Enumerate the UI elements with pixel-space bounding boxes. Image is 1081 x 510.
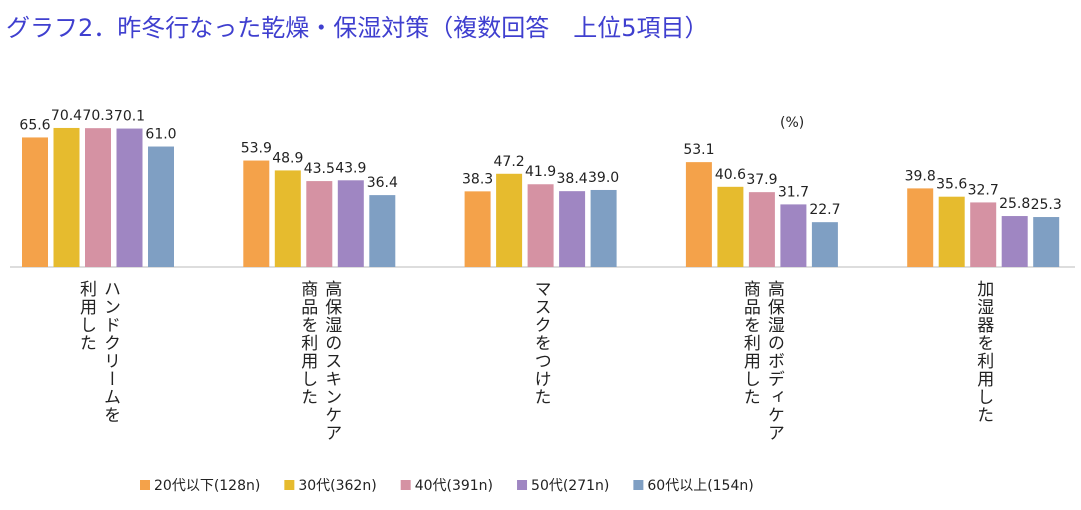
data-label: 37.9	[746, 172, 777, 188]
data-label: 22.7	[809, 202, 840, 218]
bar	[148, 146, 174, 267]
legend-swatch	[517, 480, 528, 490]
data-label: 48.9	[272, 150, 303, 166]
legend-label: 40代(391n)	[415, 478, 493, 494]
unit-label: (%)	[780, 115, 804, 131]
bar	[496, 173, 523, 267]
bar	[748, 192, 775, 267]
data-label: 25.3	[1031, 197, 1062, 213]
data-label: 65.6	[19, 117, 50, 133]
legend-label: 60代以上(154n)	[647, 478, 753, 494]
bar	[337, 180, 364, 267]
bar	[116, 128, 143, 267]
bar	[369, 195, 396, 267]
bar	[970, 202, 997, 267]
legend-label: 30代(362n)	[298, 478, 376, 494]
data-label: 43.9	[335, 160, 366, 176]
bar	[1001, 216, 1028, 267]
data-label: 36.4	[367, 175, 398, 191]
category-label: 高保湿のボディケア 商品を利用した	[739, 280, 784, 442]
data-label: 38.4	[557, 171, 588, 187]
bar	[590, 189, 617, 267]
chart-title: グラフ2．昨冬行なった乾燥・保湿対策（複数回答 上位5項目）	[6, 14, 709, 42]
data-label: 32.7	[968, 182, 999, 198]
data-label: 70.3	[82, 108, 113, 124]
legend-label: 50代(271n)	[531, 478, 609, 494]
legend-swatch	[400, 480, 411, 490]
legend-swatch	[284, 480, 295, 490]
data-label: 25.8	[999, 196, 1030, 212]
bar	[527, 184, 554, 267]
bar	[1033, 217, 1060, 267]
category-label: 高保湿のスキンケア 商品を利用した	[297, 280, 342, 442]
bar	[85, 128, 111, 267]
data-label: 38.3	[462, 171, 493, 187]
data-label: 61.0	[145, 127, 176, 143]
bar	[306, 181, 333, 267]
bar	[780, 204, 807, 267]
legend-label: 20代以下(128n)	[154, 478, 260, 494]
bar	[559, 191, 586, 267]
data-label: 43.5	[304, 161, 335, 177]
category-label: ハンドクリームを 利用した	[76, 280, 120, 424]
bar	[717, 186, 744, 267]
bar	[811, 222, 838, 267]
data-label: 47.2	[494, 154, 525, 170]
bar	[274, 170, 301, 267]
category-label: マスクをつけた	[530, 280, 551, 406]
data-label: 41.9	[525, 164, 556, 180]
bar	[243, 160, 270, 267]
bar	[22, 137, 48, 267]
data-label: 31.7	[778, 184, 809, 200]
bar	[938, 196, 965, 267]
data-label: 53.1	[683, 142, 714, 158]
bar	[464, 191, 491, 267]
data-label: 70.1	[114, 109, 145, 125]
category-label: 加湿器を利用した	[973, 280, 994, 424]
data-label: 35.6	[936, 177, 967, 193]
bar	[53, 127, 80, 268]
data-label: 39.0	[588, 170, 619, 186]
legend-swatch	[140, 480, 150, 490]
data-label: 70.4	[51, 108, 82, 124]
legend-swatch	[633, 480, 644, 490]
bar	[907, 188, 934, 267]
data-label: 40.6	[715, 167, 746, 183]
data-label: 39.8	[905, 168, 936, 184]
bar	[685, 162, 712, 267]
data-label: 53.9	[241, 141, 272, 157]
